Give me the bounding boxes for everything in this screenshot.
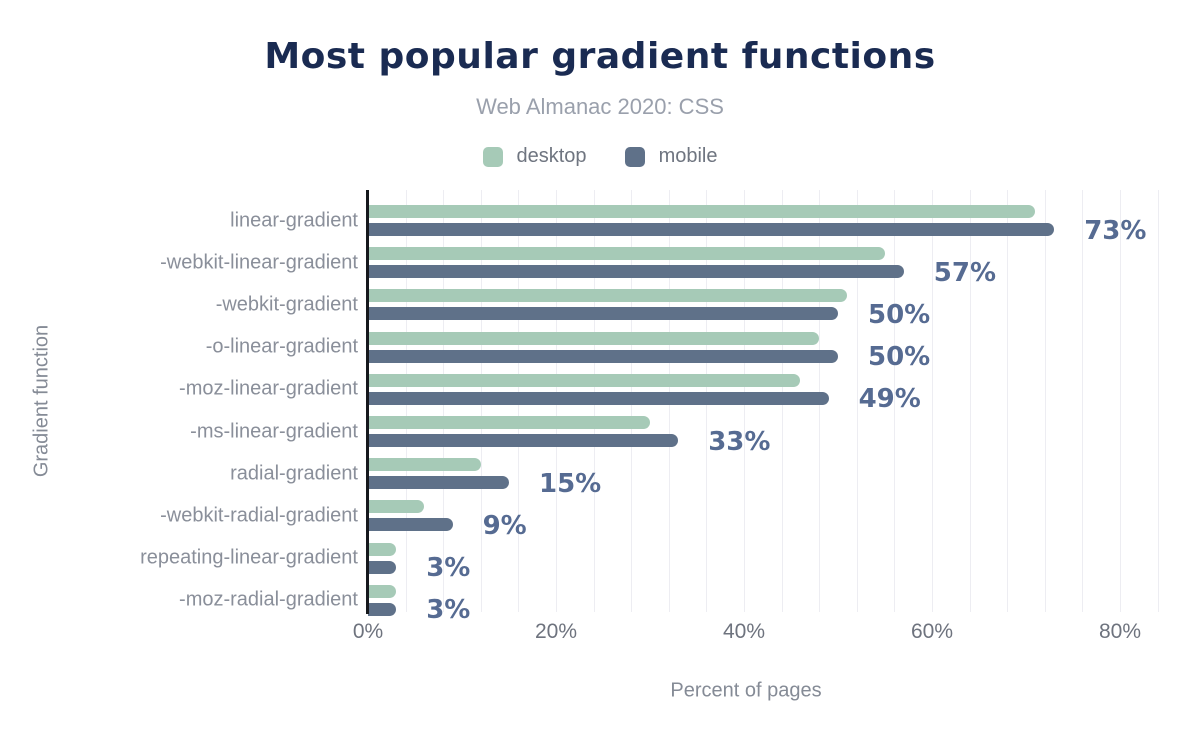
gridline [1157,190,1159,612]
desktop-swatch-icon [482,146,503,167]
value-label: 50% [868,299,931,330]
gridline [1044,190,1046,612]
legend: desktop mobile [0,145,1200,168]
category-label: -webkit-radial-gradient [160,504,358,527]
bar-mobile--webkit-radial-gradient [368,518,453,532]
value-label: 49% [858,384,921,415]
bar-mobile--o-linear-gradient [368,349,838,363]
gridline [969,190,971,612]
gridline [894,190,896,612]
gridline [1120,190,1121,612]
bar-desktop--webkit-linear-gradient [368,247,885,261]
y-axis-title: Gradient function [30,324,53,478]
value-label: 33% [708,426,771,457]
gridline [856,190,858,612]
bar-desktop-radial-gradient [368,458,481,472]
value-label: 3% [426,553,471,584]
category-label: -ms-linear-gradient [190,420,358,442]
bar-mobile--moz-radial-gradient [368,602,397,616]
category-label: -moz-linear-gradient [179,377,358,400]
legend-label-desktop: desktop [516,145,587,167]
x-axis-title: Percent of pages [670,679,822,702]
legend-item-desktop: desktop [482,145,587,168]
bar-desktop--moz-radial-gradient [368,584,397,598]
chart-title: Most popular gradient functions [264,36,936,77]
bar-desktop--o-linear-gradient [368,331,820,345]
bar-mobile--ms-linear-gradient [368,434,679,447]
x-tick-label: 0% [352,620,384,643]
bar-desktop--moz-linear-gradient [368,373,801,387]
bar-mobile--moz-linear-gradient [368,391,829,405]
category-label: radial-gradient [230,462,358,485]
category-label: -webkit-linear-gradient [160,251,358,274]
category-label: -webkit-gradient [215,293,358,316]
chart-subtitle: Web Almanac 2020: CSS [476,94,724,119]
value-label: 57% [933,257,997,288]
bar-mobile-repeating-linear-gradient [368,560,397,574]
value-label: 15% [539,468,602,499]
category-label: linear-gradient [230,209,358,231]
category-label: -o-linear-gradient [205,335,358,358]
mobile-swatch-icon [624,146,645,167]
value-label: 9% [482,510,527,541]
legend-item-mobile: mobile [624,145,718,168]
bar-desktop--ms-linear-gradient [368,416,650,429]
x-tick-label: 20% [534,620,578,643]
bar-mobile-linear-gradient [368,223,1055,236]
gridline [1082,190,1084,612]
legend-label-mobile: mobile [658,145,718,167]
bar-mobile--webkit-gradient [368,307,838,321]
bar-mobile-radial-gradient [368,476,509,490]
bar-desktop--webkit-gradient [368,289,848,303]
y-axis-line [366,190,369,614]
x-tick-label: 80% [1098,620,1142,643]
bar-mobile--webkit-linear-gradient [368,265,904,279]
gridline [932,190,933,612]
bar-desktop-linear-gradient [368,205,1036,218]
value-label: 73% [1084,215,1147,246]
x-tick-label: 40% [722,620,766,643]
value-label: 3% [426,595,471,626]
plot-area: linear-gradient 73% -webkit-linear-gradien… [140,190,1168,643]
value-label: 50% [868,342,931,373]
bar-desktop--webkit-radial-gradient [368,500,425,514]
bar-desktop-repeating-linear-gradient [368,542,397,556]
gridline [1007,190,1009,612]
category-label: -moz-radial-gradient [179,588,358,611]
category-label: repeating-linear-gradient [140,546,358,569]
x-tick-label: 60% [910,620,954,643]
